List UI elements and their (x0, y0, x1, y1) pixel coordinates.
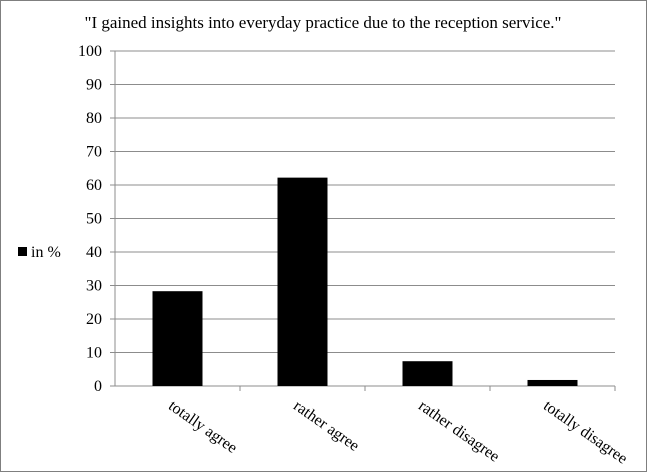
y-tick-label: 80 (86, 110, 102, 127)
y-tick-label: 10 (86, 345, 102, 362)
y-tick-label: 60 (86, 177, 102, 194)
y-tick-labels: 0 10 20 30 40 50 60 70 80 90 100 (78, 43, 102, 395)
y-tick-label: 30 (86, 278, 102, 295)
bar-totally-agree (152, 291, 203, 386)
x-tick-labels: totally agree rather agree rather disagree… (165, 397, 630, 467)
gridlines (110, 50, 616, 391)
y-tick-label: 20 (86, 311, 102, 328)
y-tick-label: 70 (86, 144, 102, 161)
y-tick-label: 50 (86, 211, 102, 228)
y-tick-label: 100 (78, 43, 102, 60)
bar-rather-agree (277, 177, 328, 386)
legend-label: in % (31, 244, 61, 261)
x-tick-label: rather disagree (415, 397, 502, 465)
y-tick-label: 40 (86, 244, 102, 261)
x-tick-label: rather agree (290, 397, 362, 454)
bar-totally-disagree (527, 379, 578, 386)
legend-swatch (18, 247, 27, 256)
y-tick-label: 0 (94, 378, 102, 395)
chart-title: "I gained insights into everyday practic… (85, 13, 562, 32)
legend: in % (18, 244, 61, 261)
y-tick-label: 90 (86, 77, 102, 94)
bars (152, 177, 578, 386)
bar-rather-disagree (402, 361, 453, 386)
x-tick-label: totally agree (165, 397, 240, 457)
x-tick-label: totally disagree (540, 397, 630, 467)
